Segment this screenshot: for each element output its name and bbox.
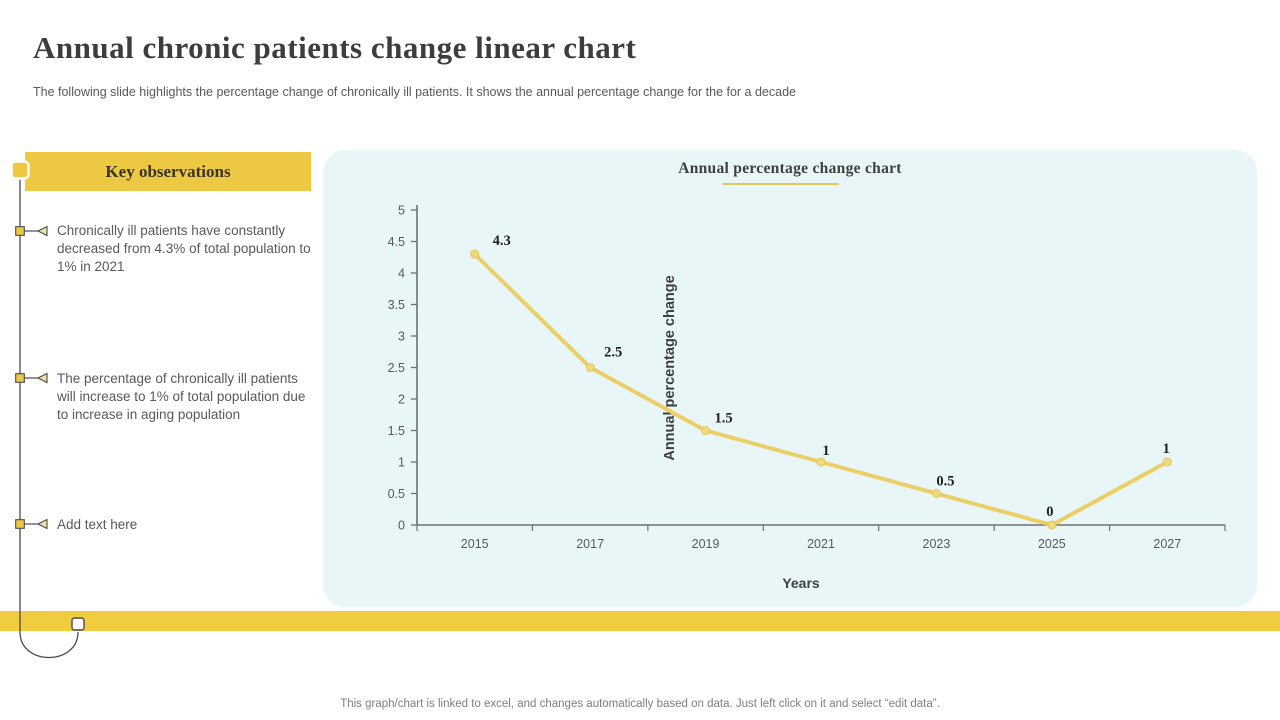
y-tick-label: 0 — [398, 519, 405, 533]
footer-note: This graph/chart is linked to excel, and… — [340, 698, 940, 710]
series-line — [472, 252, 1170, 527]
data-label: 2.5 — [604, 345, 622, 361]
x-tick-label: 2019 — [692, 537, 720, 551]
line-chart-svg[interactable]: Annual percentage change Years 5 4.5 4 3.5 3… — [323, 150, 1257, 607]
data-label: 1 — [822, 443, 829, 459]
bullet-marker-3 — [15, 518, 48, 530]
y-tick-label: 4.5 — [388, 235, 405, 249]
x-tick-label: 2027 — [1153, 537, 1181, 551]
x-tick-label: 2017 — [576, 537, 604, 551]
y-tick-label: 5 — [398, 204, 405, 218]
y-tick-label: 2 — [398, 393, 405, 407]
data-label: 0.5 — [936, 474, 954, 490]
data-label: 0 — [1046, 504, 1053, 520]
connector-end-square — [71, 617, 85, 631]
data-label: 1.5 — [715, 411, 733, 427]
data-point — [470, 249, 480, 259]
chart-title-underline — [723, 183, 839, 185]
observation-item-3-placeholder[interactable]: Add text here — [57, 517, 138, 532]
connector-curl — [19, 631, 79, 659]
header-accent-square — [10, 160, 30, 180]
data-point — [931, 489, 941, 498]
data-point — [585, 363, 595, 372]
y-axis-title: Annual percentage change — [662, 275, 678, 460]
x-tick-label: 2023 — [923, 537, 951, 551]
key-observations-header: Key observations — [25, 152, 311, 191]
x-tick-label: 2015 — [461, 537, 489, 551]
data-point — [1162, 457, 1172, 467]
y-tick-label: 4 — [398, 267, 405, 281]
key-observations-label: Key observations — [105, 161, 231, 181]
page-title: Annual chronic patients change linear ch… — [33, 30, 637, 65]
observation-item-1: Chronically ill patients have constantly… — [57, 223, 311, 274]
data-label: 1 — [1163, 441, 1170, 457]
page-subtitle: The following slide highlights the perce… — [33, 85, 796, 99]
y-tick-label: 0.5 — [388, 487, 405, 501]
bullet-marker-2 — [15, 372, 48, 384]
data-point — [816, 457, 826, 467]
data-point — [701, 426, 711, 435]
x-tick-label: 2021 — [807, 537, 835, 551]
y-tick-label: 3.5 — [388, 298, 405, 312]
bullet-marker-1 — [15, 225, 48, 237]
chart-panel: Annual percentage change chart Annual pe… — [323, 150, 1257, 607]
observation-item-2: The percentage of chronically ill patien… — [57, 371, 306, 422]
y-tick-label: 1 — [398, 456, 405, 470]
bottom-accent-bar — [0, 611, 1280, 631]
data-point — [1047, 520, 1057, 530]
chart-title: Annual percentage change chart — [678, 160, 902, 177]
x-axis-title: Years — [782, 575, 820, 591]
y-tick-label: 1.5 — [388, 424, 405, 438]
y-tick-label: 2.5 — [388, 361, 405, 375]
y-tick-label: 3 — [398, 330, 405, 344]
connector-graphic — [10, 160, 85, 659]
x-tick-label: 2025 — [1038, 537, 1066, 551]
data-label: 4.3 — [493, 233, 511, 249]
